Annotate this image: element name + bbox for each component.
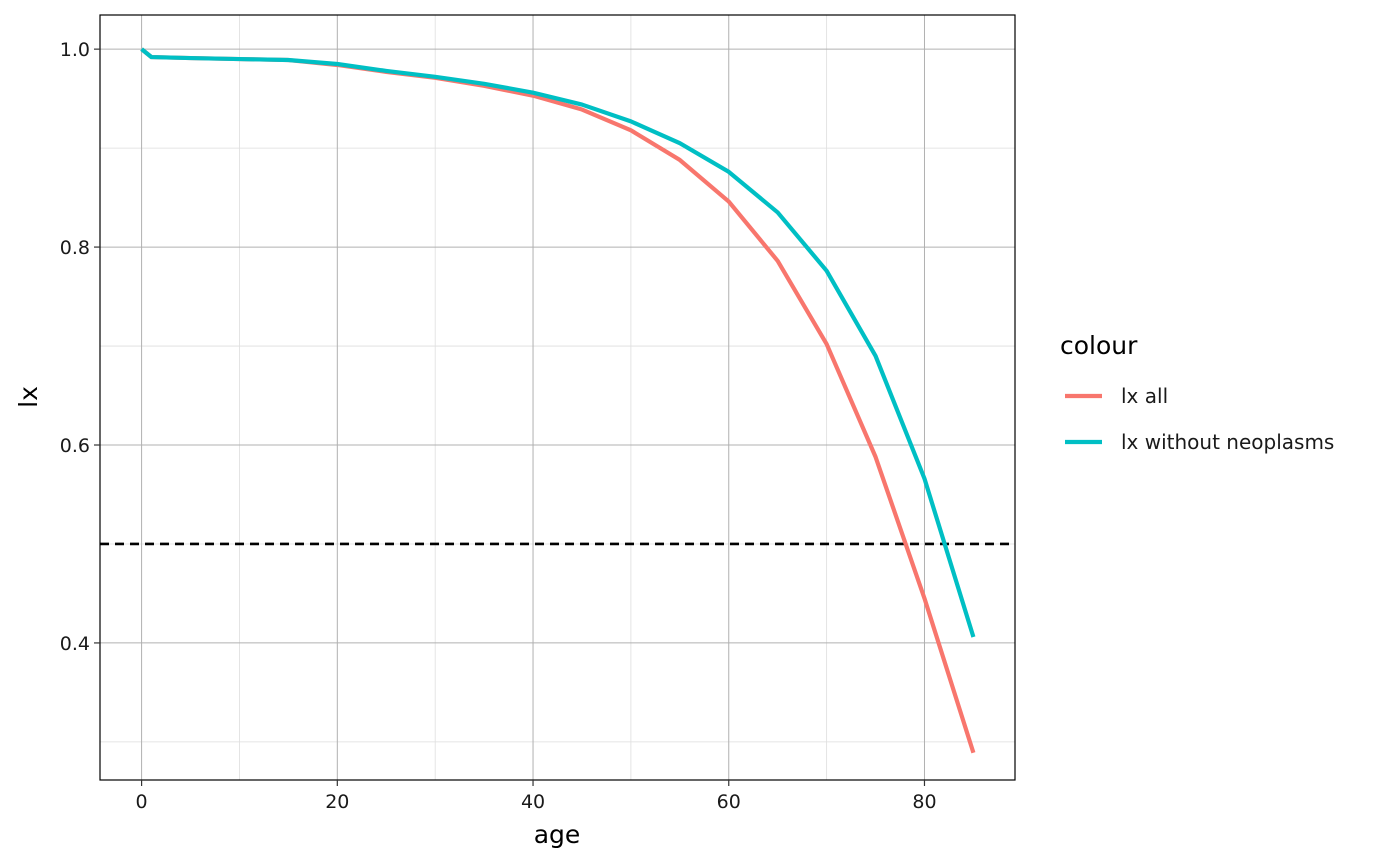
- plot-panel-border: [99, 14, 1016, 781]
- y-tick-label: 0.6: [60, 435, 90, 457]
- legend-label-1: lx without neoplasms: [1121, 430, 1334, 454]
- legend-label-0: lx all: [1121, 384, 1168, 408]
- series-line-0: [140, 47, 976, 754]
- x-tick-label: 40: [521, 791, 545, 813]
- x-tick-label: 60: [717, 791, 741, 813]
- y-tick-label: 0.4: [60, 633, 90, 655]
- series-lines: [140, 47, 976, 754]
- x-axis-title: age: [534, 820, 581, 849]
- legend: colour lx all lx without neoplasms: [1060, 331, 1334, 454]
- x-tick-label: 80: [912, 791, 936, 813]
- x-tick-label: 0: [136, 791, 148, 813]
- gridlines: [100, 15, 1015, 780]
- x-tick-label: 20: [325, 791, 349, 813]
- legend-items: lx all lx without neoplasms: [1065, 384, 1334, 454]
- y-tick-label: 1.0: [60, 39, 90, 61]
- legend-title: colour: [1060, 331, 1138, 360]
- y-axis-title: lx: [14, 386, 43, 408]
- series-line-1: [140, 47, 976, 638]
- y-tick-label: 0.8: [60, 237, 90, 259]
- axis-ticks: 0 20 40 60 80 0.4 0.6 0.8 1.0: [60, 39, 937, 813]
